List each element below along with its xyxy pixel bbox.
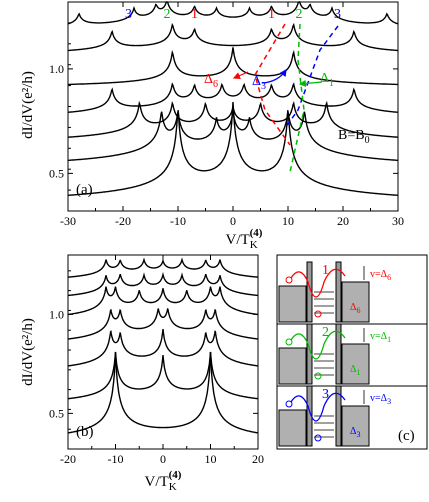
- panel-b-xlabel: V/TK(4): [145, 469, 182, 493]
- diagram-row-2: 2 v=Δ1 Δ1: [277, 323, 427, 387]
- series-line-7: [67, 1, 399, 25]
- x-tick-label: -20: [60, 452, 76, 466]
- series-line-5: [68, 47, 398, 86]
- x-tick-label: -10: [170, 214, 186, 228]
- panel-b-ylabel: dI/dV(e²/h): [20, 318, 36, 386]
- series-line-4: [67, 82, 399, 113]
- x-tick-label: 20: [252, 452, 264, 466]
- left-lead: [278, 285, 307, 323]
- peak-number-label: 1: [191, 7, 198, 22]
- red-dashed-path: [254, 23, 291, 146]
- panel-c-frame: [276, 254, 428, 450]
- diagram-number: 2: [322, 325, 329, 340]
- panel-b-y-ticks: 0.5 1.0: [49, 270, 258, 450]
- x-tick-label: -10: [108, 452, 124, 466]
- delta3-label: Δ3: [252, 74, 266, 92]
- electron-marker: [314, 372, 322, 380]
- panel-b-x-ticks: -20 -10 0 10 20: [60, 255, 264, 466]
- bias-label: v=Δ6: [370, 269, 391, 282]
- panel-a-arrows: [232, 23, 339, 173]
- right-lead: [341, 281, 370, 323]
- series-line-1: [68, 351, 258, 434]
- left-lead: [278, 409, 307, 447]
- x-tick-label: 0: [160, 452, 166, 466]
- panel-b-curves: [67, 257, 259, 434]
- tunneling-arrow: [290, 330, 346, 360]
- bias-label: v=Δ1: [370, 331, 391, 344]
- series-line-5: [68, 286, 258, 316]
- bias-label: v=Δ3: [370, 393, 391, 406]
- panel-a-y-ticks: 0.5 1.0: [49, 22, 398, 212]
- left-lead: [278, 347, 307, 385]
- panel-a-curves: [67, 1, 399, 196]
- series-line-6: [67, 271, 259, 297]
- delta6-label: Δ6: [204, 72, 218, 90]
- panel-b: -20 -10 0 10 20 0.5 1.0 (b) dI/dV(e²/h) V/TK(…: [20, 254, 264, 493]
- panel-a-ylabel: dI/dV(e²/h): [20, 71, 36, 139]
- delta1-label: Δ1: [320, 71, 334, 89]
- series-line-2: [67, 110, 399, 162]
- delta1-arrow: [298, 79, 323, 88]
- gap-label: Δ3: [350, 426, 360, 439]
- gap-label: Δ6: [350, 302, 360, 315]
- panel-a-x-ticks: -30 -20 -10 0 10 20 30: [60, 2, 404, 228]
- right-barrier: [335, 261, 342, 323]
- peak-number-label: 3: [334, 7, 341, 22]
- peak-number-label: 1: [268, 7, 275, 22]
- panel-c-label: (c): [398, 428, 415, 444]
- y-tick-label: 0.5: [49, 166, 64, 180]
- diagram-row-3: 3 v=Δ3 Δ3: [278, 385, 391, 447]
- y-tick-label: 1.0: [49, 307, 64, 321]
- electron-marker: [285, 276, 293, 284]
- x-tick-label: -20: [115, 214, 131, 228]
- panel-a-peak-labels: 3 2 1 1 2 3: [125, 7, 341, 22]
- y-tick-label: 1.0: [49, 62, 64, 76]
- x-tick-label: 0: [230, 214, 236, 228]
- electron-marker: [314, 434, 322, 442]
- x-tick-label: 10: [282, 214, 294, 228]
- peak-number-label: 2: [164, 7, 171, 22]
- electron-marker: [285, 400, 293, 408]
- right-barrier: [335, 385, 342, 447]
- x-tick-label: 10: [205, 452, 217, 466]
- peak-number-label: 2: [296, 7, 303, 22]
- x-tick-label: 20: [337, 214, 349, 228]
- series-line-4: [67, 308, 259, 340]
- tunneling-arrow: [290, 268, 346, 298]
- panel-a-label: (a): [76, 182, 93, 198]
- electron-marker: [285, 338, 293, 346]
- diagram-number: 3: [322, 387, 329, 402]
- panel-c: 1 v=Δ6 Δ6 2 v=Δ1 Δ1 3 v=Δ3 Δ3 (c): [276, 254, 428, 450]
- right-lead: [341, 405, 370, 447]
- b-field-annotation: B=B0: [338, 128, 370, 146]
- peak-number-label: 3: [125, 7, 132, 22]
- panel-b-frame: [67, 254, 259, 450]
- delta3-arrow: [261, 69, 287, 84]
- tunneling-arrow: [290, 392, 346, 422]
- x-tick-label: 30: [392, 214, 404, 228]
- panel-a-xlabel: V/TK(4): [226, 227, 263, 251]
- diagram-number: 1: [322, 263, 329, 278]
- x-tick-label: -30: [60, 214, 76, 228]
- series-line-3: [68, 329, 258, 367]
- delta6-arrow: [232, 71, 249, 79]
- panel-c-rows: 1 v=Δ6 Δ6 2 v=Δ1 Δ1 3 v=Δ3 Δ3: [277, 261, 427, 447]
- electron-marker: [314, 310, 322, 318]
- series-line-6: [67, 22, 399, 52]
- gap-label: Δ1: [350, 364, 360, 377]
- series-line-2: [68, 351, 258, 400]
- panel-b-label: (b): [76, 424, 94, 440]
- green-dashed-path: [289, 23, 305, 173]
- y-tick-label: 0.5: [49, 406, 64, 420]
- series-line-1: [68, 101, 398, 196]
- right-barrier: [335, 323, 342, 385]
- series-line-3: [68, 100, 398, 138]
- right-lead: [341, 343, 370, 385]
- series-line-7: [67, 257, 259, 278]
- diagram-row-1: 1 v=Δ6 Δ6: [277, 261, 427, 325]
